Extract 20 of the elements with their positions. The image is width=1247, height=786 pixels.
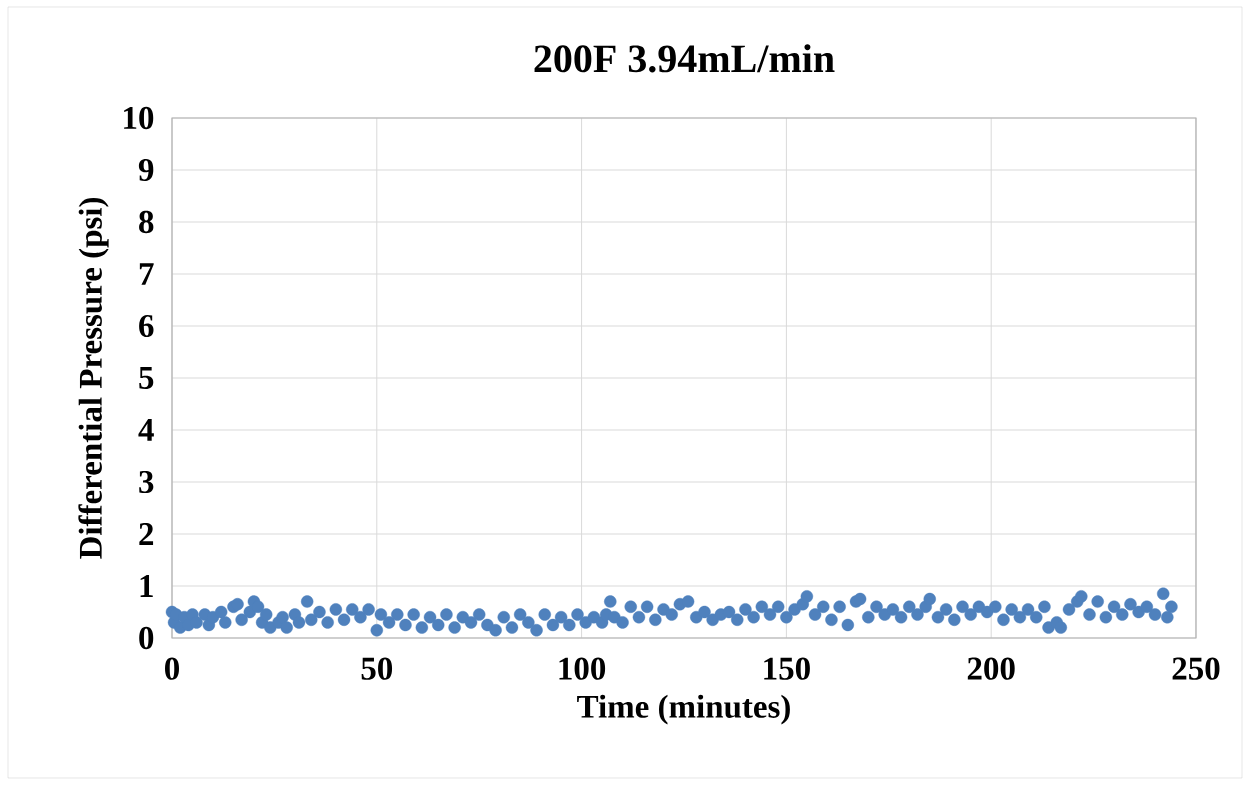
x-tick-label: 50 [361, 657, 393, 680]
y-tick-label: 3 [139, 470, 154, 494]
y-tick-label: 0 [139, 626, 154, 650]
x-tick-label: 200 [967, 657, 1015, 680]
y-tick-label: 7 [139, 263, 154, 285]
x-tick-label: 150 [764, 657, 810, 680]
y-axis-title: Differential Pressure (psi) [78, 197, 109, 559]
x-tick-label: 100 [559, 657, 606, 680]
y-tick-label: 1 [140, 575, 153, 597]
y-tick-label: 10 [124, 106, 154, 130]
x-tick-label: 0 [165, 657, 179, 680]
y-tick-label: 4 [138, 419, 154, 441]
x-axis-title: Time (minutes) [577, 694, 790, 725]
y-tick-label: 2 [139, 523, 154, 545]
y-tick-label: 8 [139, 210, 154, 234]
chart-title: 200F 3.94mL/min [534, 44, 835, 73]
x-tick-label: 250 [1172, 657, 1220, 680]
y-tick-label: 6 [139, 314, 154, 338]
y-tick-label: 9 [138, 158, 154, 182]
y-tick-label: 5 [139, 367, 154, 389]
